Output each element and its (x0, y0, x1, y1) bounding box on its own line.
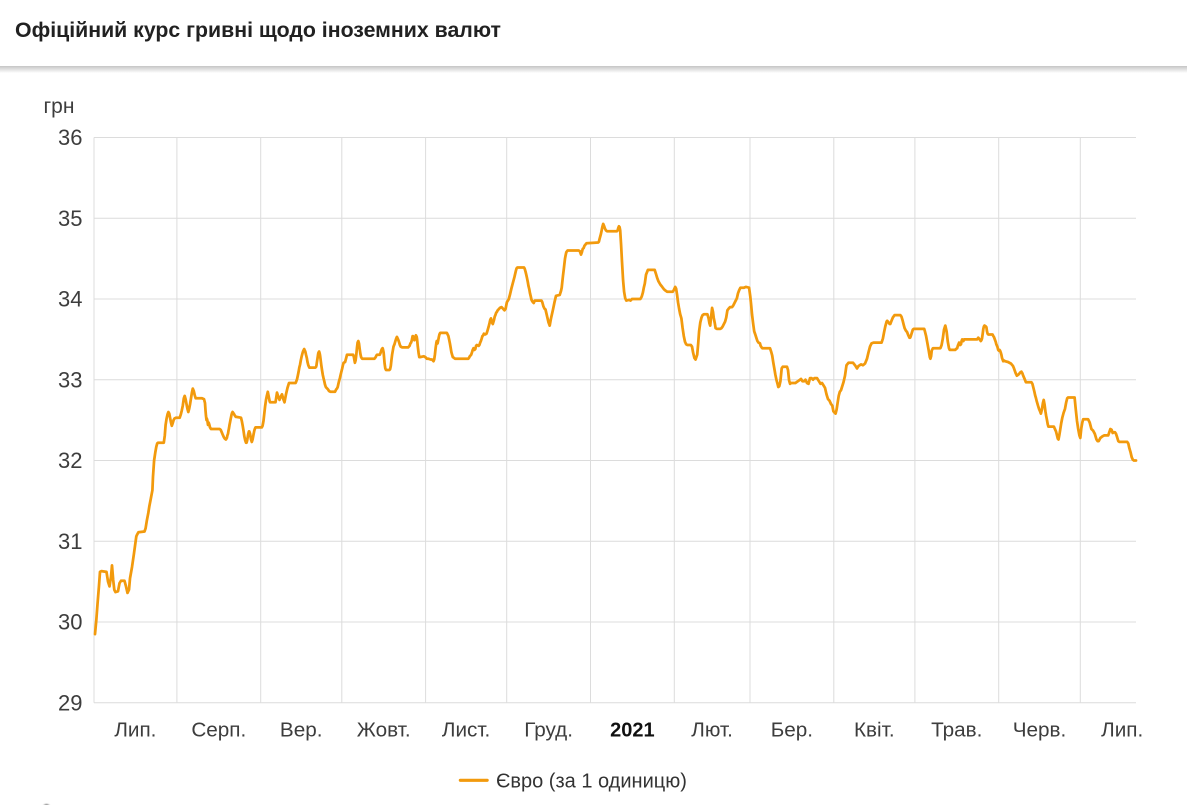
svg-text:Вер.: Вер. (280, 718, 323, 741)
svg-text:Офіційний курс гривні щодо іно: Офіційний курс гривні щодо іноземних вал… (15, 18, 501, 42)
svg-text:Квіт.: Квіт. (854, 718, 895, 741)
svg-text:Лип.: Лип. (1101, 718, 1143, 741)
svg-text:Черв.: Черв. (1013, 718, 1067, 741)
svg-text:35: 35 (58, 206, 82, 231)
svg-text:Євро (за 1 одиницю): Євро (за 1 одиницю) (496, 770, 687, 792)
svg-text:31: 31 (58, 529, 82, 554)
svg-text:32: 32 (58, 448, 82, 473)
svg-text:Лип.: Лип. (114, 718, 156, 741)
svg-text:34: 34 (58, 287, 82, 312)
svg-text:Лист.: Лист. (442, 718, 490, 741)
svg-text:36: 36 (58, 125, 82, 150)
svg-text:Лют.: Лют. (691, 718, 733, 741)
svg-text:29: 29 (58, 690, 82, 715)
svg-text:Груд.: Груд. (524, 718, 573, 741)
svg-text:30: 30 (58, 610, 82, 635)
svg-text:Трав.: Трав. (931, 718, 982, 741)
svg-text:Серп.: Серп. (191, 718, 246, 741)
svg-text:33: 33 (58, 367, 82, 392)
svg-text:грн: грн (44, 95, 75, 118)
svg-text:Жовт.: Жовт. (357, 718, 411, 741)
svg-text:Бер.: Бер. (771, 718, 813, 741)
svg-text:2021: 2021 (610, 719, 655, 741)
